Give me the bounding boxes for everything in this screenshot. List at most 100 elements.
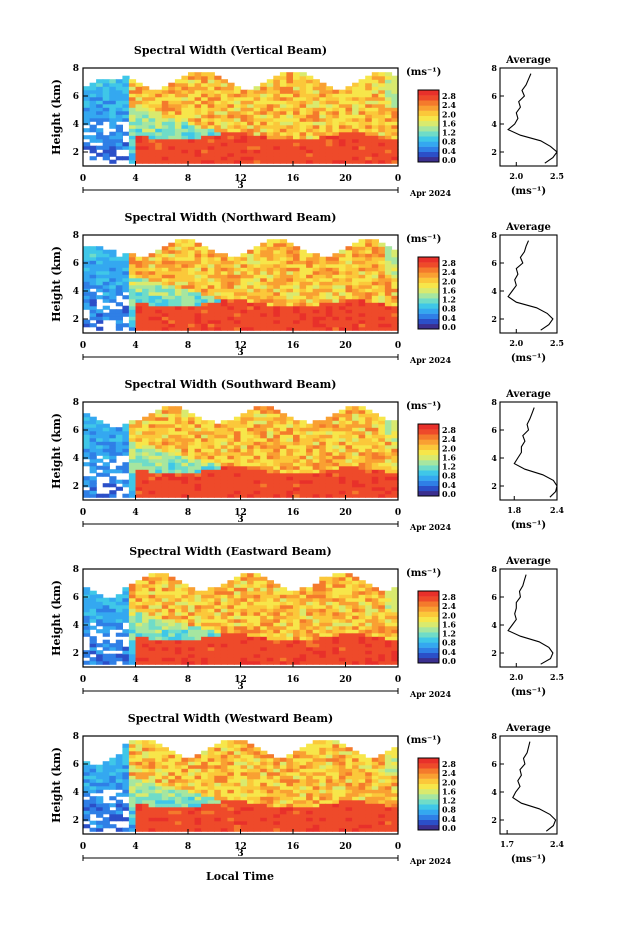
heatmap-cell xyxy=(325,420,333,425)
heatmap-cell xyxy=(365,302,373,307)
heatmap-cell xyxy=(168,416,176,421)
heatmap-cell xyxy=(319,625,327,630)
heatmap-cell xyxy=(181,298,189,303)
heatmap-cell xyxy=(174,604,183,609)
heatmap-cell xyxy=(345,437,353,442)
heatmap-cell xyxy=(188,295,196,300)
heatmap-cell xyxy=(299,274,307,279)
heatmap-cell xyxy=(214,288,222,293)
heatmap-cell xyxy=(188,323,196,328)
heatmap-cell xyxy=(155,479,163,484)
heatmap-cell xyxy=(279,639,288,644)
heatmap-cell xyxy=(279,441,288,446)
heatmap-cell xyxy=(207,639,215,644)
heatmap-cell xyxy=(240,152,248,157)
heatmap-cell xyxy=(345,448,353,453)
heatmap-cell xyxy=(89,249,97,254)
heatmap-cell xyxy=(201,625,209,630)
heatmap-cell xyxy=(273,615,281,620)
heatmap-cell xyxy=(194,625,202,630)
heatmap-cell xyxy=(174,434,183,439)
heatmap-cell xyxy=(161,747,169,752)
heatmap-cell xyxy=(220,103,228,108)
heatmap-cell xyxy=(227,82,235,87)
heatmap-cell xyxy=(332,309,340,314)
heatmap-cell xyxy=(128,267,137,272)
heatmap-cell xyxy=(233,493,242,498)
heatmap-cell xyxy=(227,309,235,314)
heatmap-cell xyxy=(102,615,110,620)
heatmap-cell xyxy=(266,100,274,105)
heatmap-cell xyxy=(352,486,360,491)
heatmap-cell xyxy=(273,135,281,140)
heatmap-cell xyxy=(181,483,189,488)
heatmap-cell xyxy=(352,639,360,644)
heatmap-cell xyxy=(293,96,301,101)
heatmap-cell xyxy=(207,587,215,592)
heatmap-cell xyxy=(293,93,301,98)
heatmap-cell xyxy=(168,472,176,477)
heatmap-cell xyxy=(168,817,176,822)
heatmap-cell xyxy=(174,757,183,762)
heatmap-cell xyxy=(391,618,399,623)
profile-x-tick-label: 2.5 xyxy=(550,171,564,181)
heatmap-cell xyxy=(174,121,183,126)
heatmap-cell xyxy=(365,413,373,418)
heatmap-cell xyxy=(286,270,294,275)
heatmap-cell xyxy=(194,416,202,421)
heatmap-cell xyxy=(161,263,169,268)
heatmap-cell xyxy=(220,618,228,623)
heatmap-cell xyxy=(365,145,373,150)
heatmap-cell xyxy=(279,423,288,428)
heatmap-cell xyxy=(148,594,156,599)
heatmap-cell xyxy=(378,298,386,303)
heatmap-cell xyxy=(201,493,209,498)
heatmap-cell xyxy=(128,604,137,609)
heatmap-cell xyxy=(306,302,314,307)
heatmap-cell xyxy=(279,124,288,129)
heatmap-cell xyxy=(109,597,117,602)
heatmap-cell xyxy=(345,420,353,425)
heatmap-cell xyxy=(273,142,281,147)
heatmap-cell xyxy=(207,611,215,616)
heatmap-cell xyxy=(279,135,288,140)
heatmap-cell xyxy=(253,629,261,634)
heatmap-cell xyxy=(102,472,110,477)
heatmap-cell xyxy=(266,79,274,84)
heatmap-cell xyxy=(332,281,340,286)
heatmap-cell xyxy=(365,256,373,261)
heatmap-cell xyxy=(142,657,150,662)
heatmap-cell xyxy=(240,256,248,261)
heatmap-cell xyxy=(371,629,379,634)
heatmap-cell xyxy=(214,138,222,143)
heatmap-cell xyxy=(161,608,169,613)
heatmap-cell xyxy=(312,114,320,119)
heatmap-cell xyxy=(89,608,97,613)
heatmap-cell xyxy=(142,639,150,644)
heatmap-cell xyxy=(122,274,130,279)
heatmap-cell xyxy=(233,472,242,477)
heatmap-cell xyxy=(128,827,137,832)
heatmap-cell xyxy=(233,256,242,261)
heatmap-cell xyxy=(312,312,320,317)
heatmap-cell xyxy=(273,326,281,331)
heatmap-cell xyxy=(161,576,169,581)
heatmap-cell xyxy=(174,89,183,94)
heatmap-cell xyxy=(338,629,347,634)
heatmap-cell xyxy=(174,817,183,822)
heatmap-cell xyxy=(201,615,209,620)
heatmap-cell xyxy=(253,159,261,164)
heatmap-cell xyxy=(227,260,235,265)
heatmap-cell xyxy=(332,312,340,317)
heatmap-cell xyxy=(306,660,314,665)
heatmap-cell xyxy=(332,653,340,658)
heatmap-cell xyxy=(293,319,301,324)
heatmap-cell xyxy=(233,604,242,609)
heatmap-cell xyxy=(279,302,288,307)
heatmap-cell xyxy=(286,653,294,658)
heatmap-cell xyxy=(214,152,222,157)
heatmap-cell xyxy=(214,312,222,317)
heatmap-cell xyxy=(338,249,347,254)
heatmap-cell xyxy=(181,326,189,331)
heatmap-cell xyxy=(102,291,110,296)
